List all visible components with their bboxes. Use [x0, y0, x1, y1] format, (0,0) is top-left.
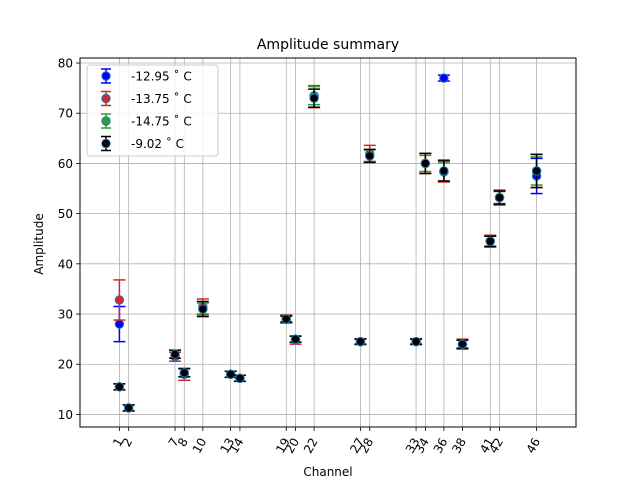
y-tick-label: 80 — [58, 57, 73, 71]
x-tick-label: 34 — [412, 436, 432, 456]
y-axis-label: Amplitude — [32, 213, 46, 275]
data-point — [281, 314, 291, 324]
legend-marker — [101, 116, 111, 126]
legend-box — [86, 64, 219, 157]
legend: -12.95 ˚ C -13.75 ˚ C -14.75 ˚ C -9.02 ˚ C — [86, 64, 219, 157]
x-tick-label: 19 — [273, 436, 293, 456]
legend-item: -12.95 ˚ C — [101, 68, 192, 84]
legend-label: -12.95 ˚ C — [131, 69, 192, 84]
data-point — [439, 73, 449, 83]
y-axis-ticks: 10 20 30 40 50 60 70 80 — [58, 57, 80, 422]
data-point — [179, 368, 189, 378]
x-axis-label: Channel — [303, 465, 352, 479]
series-layer — [113, 73, 543, 413]
data-point — [114, 319, 125, 329]
x-tick-label: 36 — [431, 436, 451, 456]
data-point — [198, 304, 208, 314]
data-point — [365, 151, 375, 161]
legend-marker — [101, 93, 111, 104]
legend-label: -9.02 ˚ C — [131, 136, 184, 151]
data-point — [420, 158, 431, 169]
y-tick-label: 40 — [58, 257, 73, 271]
x-tick-label: 10 — [190, 436, 210, 456]
data-point — [114, 295, 125, 305]
legend-item: -14.75 ˚ C — [101, 113, 192, 129]
x-tick-label: 42 — [486, 436, 506, 456]
data-point — [457, 339, 468, 349]
data-point — [531, 166, 542, 176]
axes-frame — [79, 57, 577, 428]
data-point — [290, 334, 301, 344]
y-tick-label: 30 — [58, 308, 73, 322]
data-point — [225, 369, 236, 379]
data-point — [355, 336, 366, 347]
data-point — [439, 166, 449, 176]
x-tick-label: 28 — [357, 436, 377, 456]
data-point — [170, 349, 180, 359]
x-tick-label: 22 — [301, 436, 321, 456]
y-tick-label: 50 — [58, 207, 73, 221]
legend-item: -9.02 ˚ C — [101, 135, 184, 152]
y-tick-label: 60 — [58, 157, 73, 171]
x-tick-label: 14 — [227, 436, 247, 456]
x-tick-label: 38 — [449, 436, 469, 456]
data-point — [123, 403, 134, 413]
x-tick-label: 33 — [403, 436, 423, 456]
legend-item: -13.75 ˚ C — [101, 90, 192, 107]
x-tick-label: 46 — [523, 436, 543, 456]
legend-label: -13.75 ˚ C — [131, 91, 192, 106]
legend-marker — [101, 138, 111, 149]
y-tick-label: 70 — [58, 107, 73, 121]
y-tick-label: 20 — [58, 358, 73, 372]
series-group — [113, 88, 543, 413]
y-tick-label: 10 — [58, 408, 73, 422]
data-point — [411, 336, 421, 347]
data-point — [235, 373, 245, 384]
x-tick-label: 41 — [477, 436, 497, 456]
data-point — [309, 93, 319, 103]
legend-marker — [101, 71, 111, 81]
legend-label: -14.75 ˚ C — [131, 114, 192, 129]
chart-title: Amplitude summary — [257, 37, 399, 53]
x-tick-label: 27 — [347, 436, 367, 456]
x-tick-label: 20 — [282, 436, 302, 456]
x-tick-label: 13 — [217, 436, 237, 456]
data-point — [114, 382, 125, 392]
data-point — [485, 236, 495, 246]
data-point — [494, 192, 505, 203]
